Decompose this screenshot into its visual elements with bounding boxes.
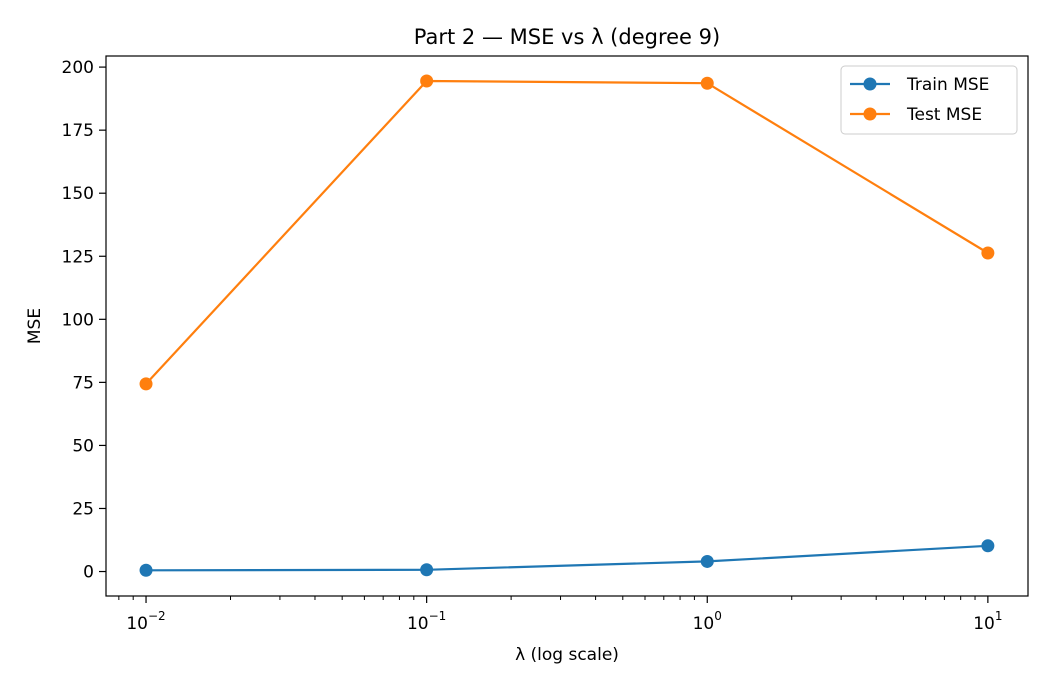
y-axis-label: MSE [25,308,45,344]
legend: Train MSE Test MSE [840,65,1018,135]
legend-test-marker [863,107,877,121]
y-tick-label: 25 [72,499,94,519]
y-tick-label: 175 [62,121,94,141]
legend-train-marker [863,77,877,91]
train-mse-point [139,563,153,577]
x-axis: 10−2 10−1 100 101 [118,596,1003,634]
y-tick-label: 50 [72,436,94,456]
test-mse-point [420,74,434,88]
test-mse-line [145,79,989,385]
chart-title: Part 2 — MSE vs λ (degree 9) [414,25,720,49]
x-tick-label: 10−1 [407,609,446,634]
y-tick-label: 100 [62,310,94,330]
plot-area [105,55,1029,597]
test-mse-point [981,246,995,260]
legend-train-label: Train MSE [906,75,989,95]
x-tick-label: 100 [693,609,722,634]
x-tick-label: 101 [973,609,1002,634]
test-mse-point [139,377,153,391]
y-tick-label: 125 [62,247,94,267]
train-mse-point [420,563,434,577]
y-axis: 0 25 50 75 100 125 150 175 200 [62,58,106,583]
train-mse-point [981,539,995,553]
test-mse-point [700,76,714,90]
x-tick-label: 10−2 [126,609,165,634]
series-layer [139,74,995,577]
y-tick-label: 75 [72,373,94,393]
train-mse-line [145,544,988,572]
train-mse-point [700,554,714,568]
y-tick-label: 0 [83,563,94,583]
y-tick-label: 200 [62,58,94,78]
legend-test-label: Test MSE [906,105,982,125]
x-axis-label: λ (log scale) [515,645,619,665]
y-tick-label: 150 [62,184,94,204]
